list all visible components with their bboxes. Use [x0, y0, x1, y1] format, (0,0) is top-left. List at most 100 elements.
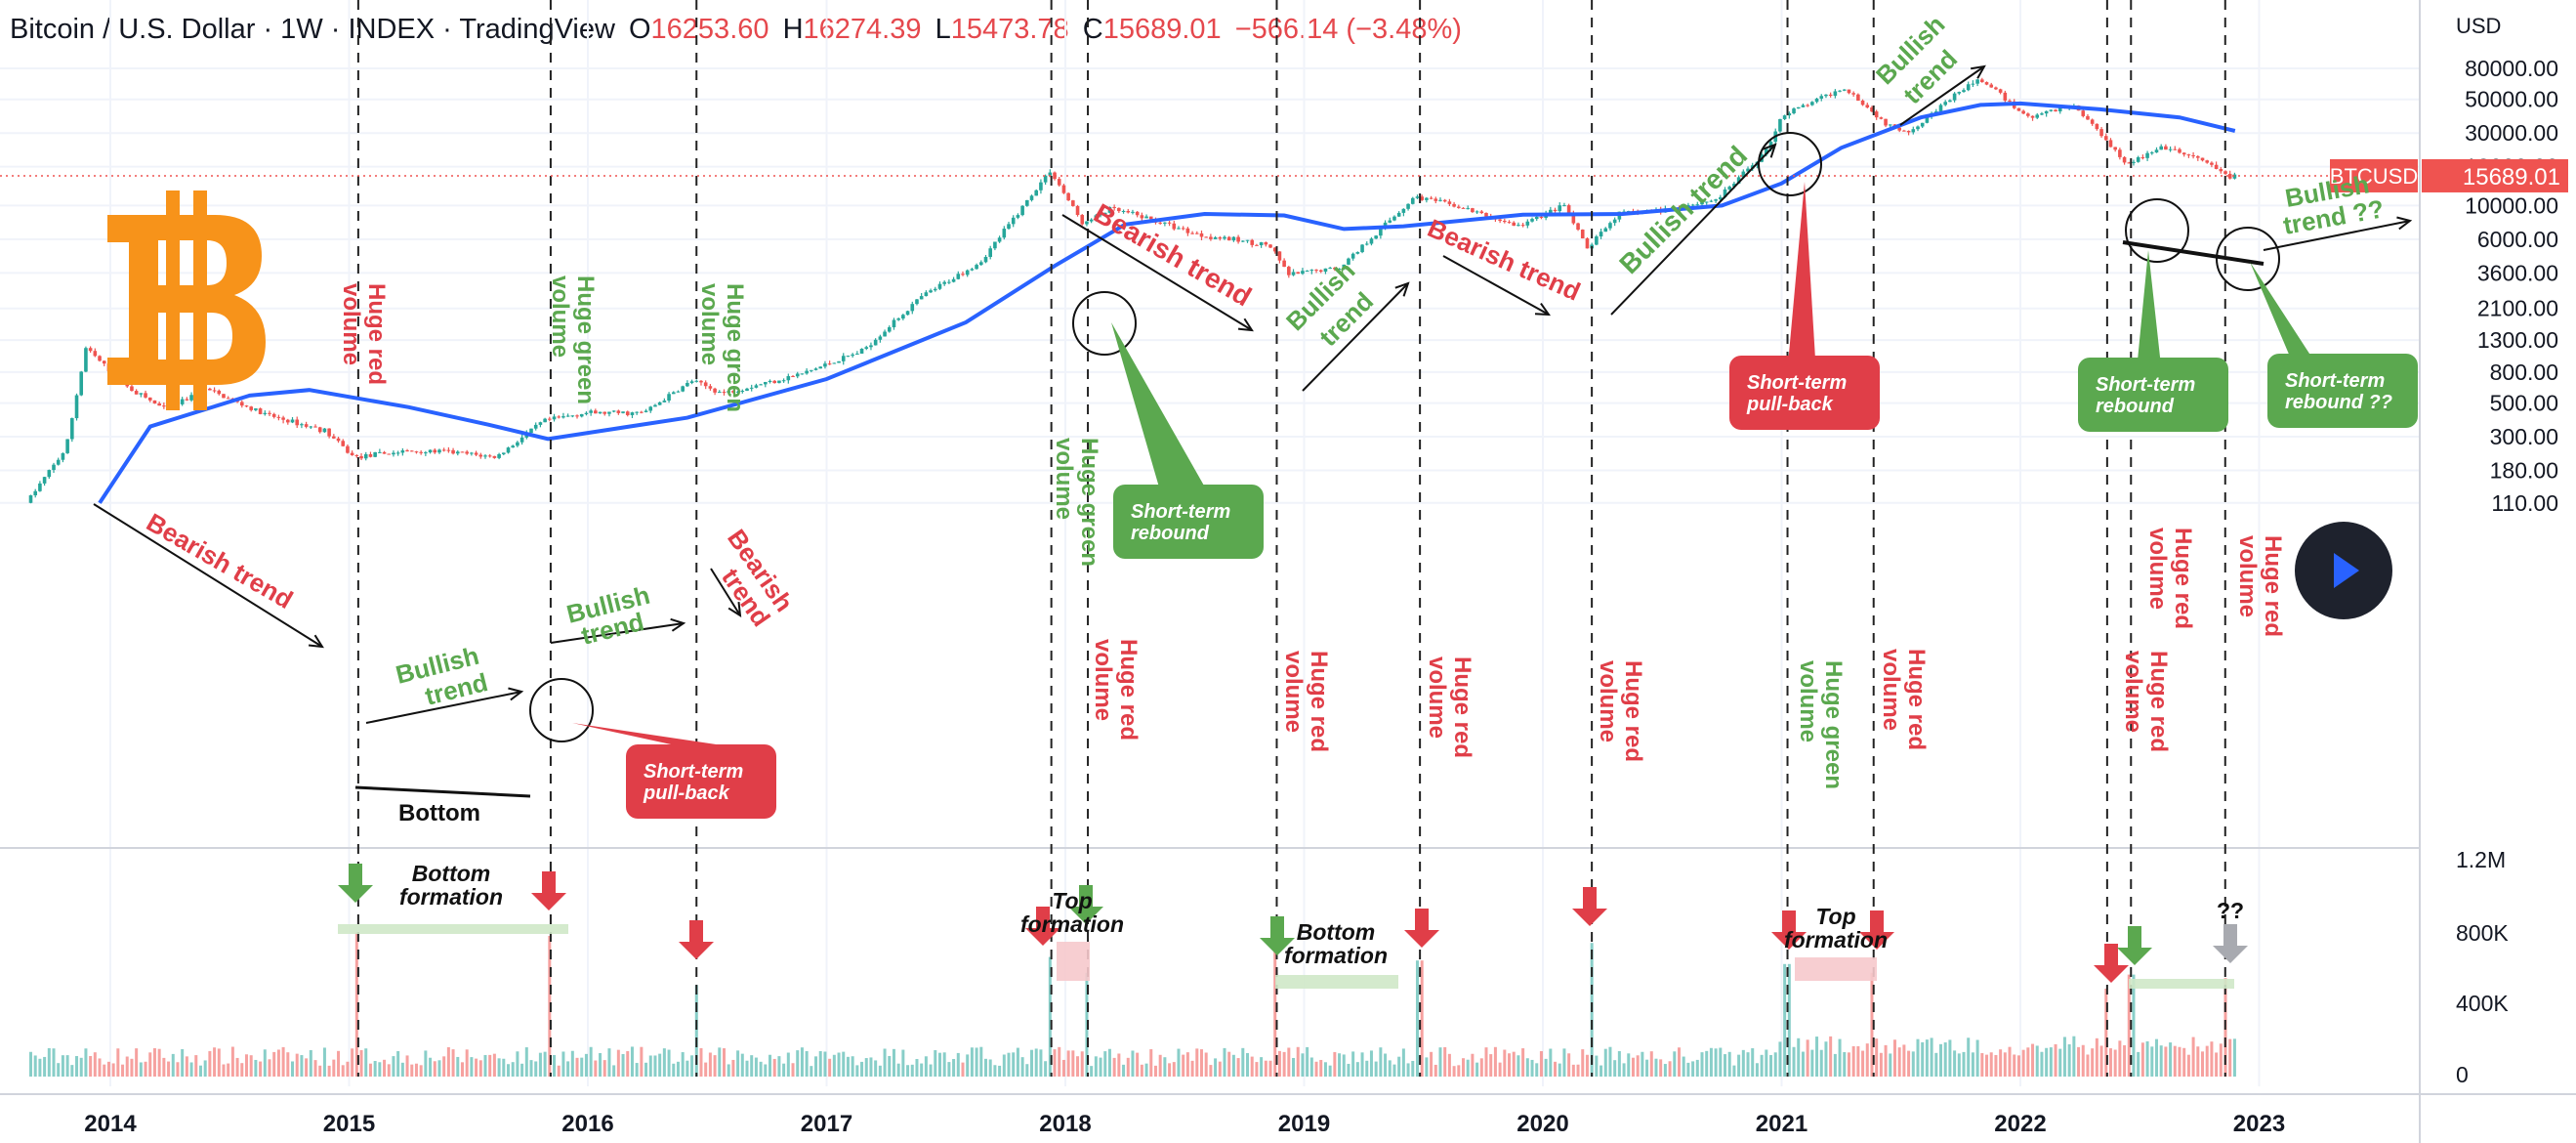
candle-body: [538, 422, 543, 425]
volume-label-line: Huge green: [1820, 660, 1847, 789]
volume-label-line: volume: [1878, 649, 1904, 731]
volume-bar: [33, 1055, 37, 1077]
volume-bar: [561, 1051, 565, 1077]
volume-bar: [1792, 1046, 1796, 1077]
volume-bar: [2040, 1051, 2044, 1077]
volume-bar: [616, 1049, 620, 1077]
red-down-arrow: [531, 871, 566, 910]
candle-body: [276, 416, 281, 418]
volume-bar: [460, 1062, 464, 1077]
volume-bar: [1246, 1053, 1250, 1077]
volume-bar: [1292, 1057, 1296, 1077]
volume-tick-label: 0: [2456, 1062, 2469, 1087]
volume-bar: [1503, 1049, 1507, 1077]
candle-body: [2154, 149, 2159, 153]
candle-body: [52, 464, 56, 471]
volume-bar: [2215, 1052, 2219, 1077]
volume-bar: [906, 1065, 910, 1077]
volume-bar: [860, 1061, 864, 1077]
volume-bar: [259, 1061, 263, 1077]
candle-body: [144, 393, 147, 398]
candle-body: [823, 363, 827, 367]
high-label: H: [782, 14, 804, 45]
candle-body: [217, 390, 222, 395]
candle-body: [254, 408, 258, 410]
bullish-trend-arrow: [1899, 65, 1985, 126]
candle-body: [474, 452, 478, 455]
candle-body: [93, 351, 98, 357]
volume-bar: [1544, 1058, 1548, 1077]
volume-bar: [1030, 1049, 1034, 1077]
candle-body: [1461, 207, 1466, 209]
candle-body: [1952, 93, 1957, 101]
candle-body: [653, 404, 657, 407]
candle-body: [1337, 269, 1342, 271]
volume-bar: [524, 1047, 528, 1077]
candle-body: [1994, 87, 1998, 90]
candle-body: [125, 384, 130, 387]
candle-body: [1016, 215, 1020, 218]
candle-body: [286, 419, 290, 423]
candle-body: [1700, 201, 1704, 205]
volume-bar: [1806, 1039, 1809, 1077]
volume-bar: [672, 1063, 676, 1077]
candle-body: [506, 447, 511, 453]
candle-body: [2145, 152, 2149, 158]
volume-bar: [1934, 1052, 1938, 1077]
highlight-circle: [2216, 227, 2280, 291]
candle-body: [731, 391, 735, 393]
candle-body: [1838, 90, 1842, 92]
volume-bar: [2021, 1049, 2025, 1077]
candle-body: [268, 412, 271, 414]
candle-body: [2081, 110, 2086, 116]
volume-bar: [818, 1050, 822, 1077]
time-tick-label: 2021: [1756, 1111, 1807, 1137]
candle-body: [777, 380, 781, 384]
volume-bar: [194, 1055, 198, 1077]
volume-bar: [502, 1058, 506, 1077]
volume-bar: [106, 1061, 110, 1077]
candle-body: [827, 363, 832, 365]
volume-bar: [814, 1056, 818, 1077]
volume-bar: [451, 1049, 455, 1077]
volume-bar: [1975, 1039, 1979, 1077]
candle-body: [1879, 117, 1884, 119]
volume-bar: [1268, 1060, 1272, 1077]
volume-bar: [896, 1063, 900, 1077]
candle-body: [492, 455, 497, 458]
candle-body: [281, 417, 285, 420]
volume-bar: [157, 1048, 161, 1077]
volume-bars: [29, 932, 2236, 1077]
volume-bar: [1323, 1062, 1327, 1077]
highlight-circle: [1758, 132, 1822, 196]
volume-bar: [1287, 1047, 1291, 1077]
candle-body: [1566, 205, 1571, 214]
candle-body: [428, 449, 433, 453]
candle-body: [2214, 164, 2219, 169]
candle-body: [1429, 197, 1433, 199]
volume-bar: [2159, 1045, 2163, 1077]
candle-body: [1975, 79, 1979, 84]
volume-bar: [1002, 1054, 1006, 1077]
play-button[interactable]: [2295, 522, 2392, 619]
volume-bar: [337, 1050, 341, 1077]
bearish-trend-arrow: [1442, 255, 1550, 316]
volume-bar: [1517, 1055, 1520, 1077]
candle-body: [185, 399, 189, 401]
volume-bar: [635, 1063, 639, 1077]
volume-bar: [167, 1061, 171, 1077]
candle-body: [382, 451, 387, 454]
volume-bar: [1425, 1057, 1429, 1077]
candle-body: [1989, 84, 1994, 88]
volume-bar: [920, 1063, 924, 1077]
candle-body: [1962, 90, 1966, 93]
volume-bar: [769, 1054, 772, 1077]
volume-bar: [235, 1057, 239, 1077]
volume-bar: [1227, 1051, 1231, 1077]
candle-body: [1075, 205, 1080, 216]
top-formation-range: [1795, 957, 1877, 981]
candle-body: [2057, 107, 2062, 112]
volume-bar: [1838, 1038, 1842, 1077]
volume-bar: [1916, 1038, 1920, 1077]
